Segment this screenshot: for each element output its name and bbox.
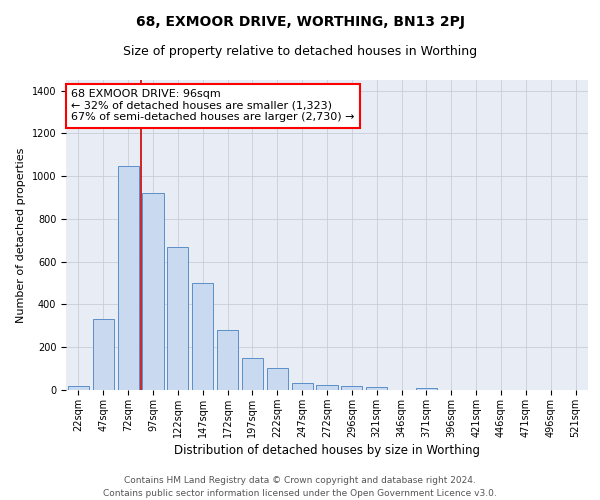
Bar (316, 384, 338, 390)
Text: Size of property relative to detached houses in Worthing: Size of property relative to detached ho… (123, 45, 477, 58)
Bar (267, 368, 288, 390)
X-axis label: Distribution of detached houses by size in Worthing: Distribution of detached houses by size … (174, 444, 480, 457)
Bar (192, 283, 213, 390)
Text: 68 EXMOOR DRIVE: 96sqm
← 32% of detached houses are smaller (1,323)
67% of semi-: 68 EXMOOR DRIVE: 96sqm ← 32% of detached… (71, 90, 355, 122)
Bar (366, 387, 387, 390)
Bar (118, 166, 139, 390)
Bar (242, 358, 263, 390)
Bar (93, 320, 114, 390)
Bar (68, 386, 89, 390)
Bar (292, 382, 313, 390)
Text: Contains HM Land Registry data © Crown copyright and database right 2024.
Contai: Contains HM Land Registry data © Crown c… (103, 476, 497, 498)
Bar (416, 388, 437, 390)
Y-axis label: Number of detached properties: Number of detached properties (16, 148, 26, 322)
Bar (217, 330, 238, 390)
Bar (341, 386, 362, 390)
Bar (167, 247, 188, 390)
Bar (142, 194, 164, 390)
Text: 68, EXMOOR DRIVE, WORTHING, BN13 2PJ: 68, EXMOOR DRIVE, WORTHING, BN13 2PJ (136, 15, 464, 29)
